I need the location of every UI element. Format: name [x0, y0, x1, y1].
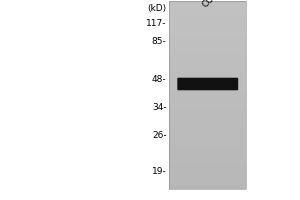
Text: 48-: 48- — [152, 75, 167, 84]
Text: 117-: 117- — [146, 20, 166, 28]
Text: 19-: 19- — [152, 166, 167, 176]
Text: (kD): (kD) — [147, 4, 167, 13]
Text: 85-: 85- — [152, 38, 167, 46]
FancyBboxPatch shape — [177, 78, 238, 90]
Text: 26-: 26- — [152, 132, 167, 140]
Text: 34-: 34- — [152, 104, 167, 112]
Bar — [169, 1, 246, 189]
Text: COL0205: COL0205 — [200, 0, 236, 9]
